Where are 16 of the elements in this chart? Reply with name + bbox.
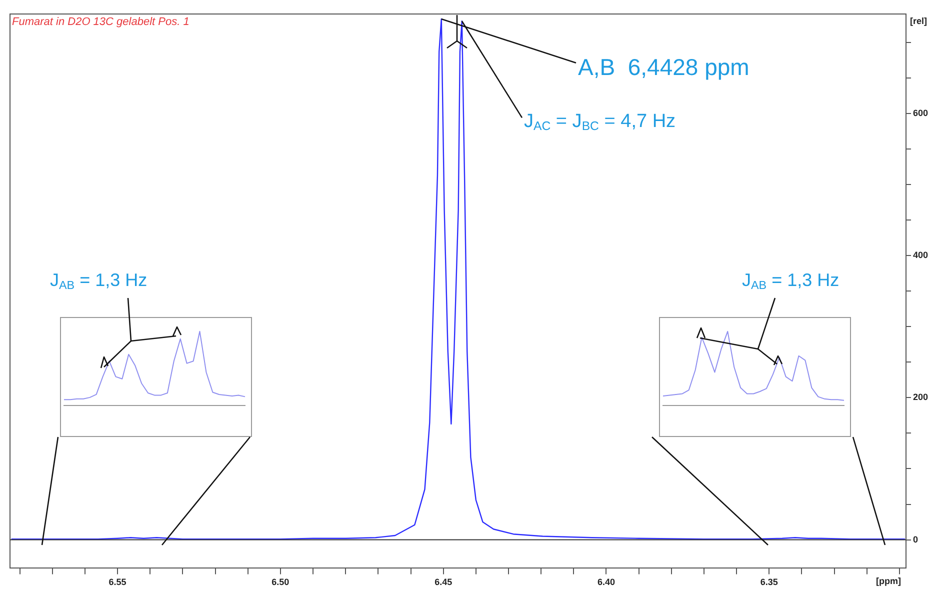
annotation: J$_{AC}$ = J$_{BC}$ = 4,7 Hz — [524, 111, 676, 134]
y-axis-title: [rel] — [910, 16, 928, 26]
x-tick-label: 6.40 — [597, 577, 616, 588]
x-tick-label: 6.35 — [760, 577, 778, 588]
y-tick-label: 200 — [913, 392, 928, 402]
y-tick-label: 400 — [913, 250, 928, 260]
x-tick-label: 6.45 — [434, 577, 452, 588]
y-tick-label: 0 — [913, 534, 918, 544]
chart-title: Fumarat in D2O 13C gelabelt Pos. 1 — [12, 16, 190, 28]
x-tick-label: 6.55 — [108, 577, 126, 588]
annotation: J$_{AB}$ = 1,3 Hz — [742, 270, 840, 292]
y-tick-label: 600 — [913, 108, 928, 118]
x-tick-label: 6.50 — [272, 577, 290, 588]
annotation: A,B 6,4428 ppm — [578, 54, 750, 80]
x-axis-title: [ppm] — [876, 576, 901, 586]
annotation: J$_{AB}$ = 1,3 Hz — [50, 270, 148, 292]
